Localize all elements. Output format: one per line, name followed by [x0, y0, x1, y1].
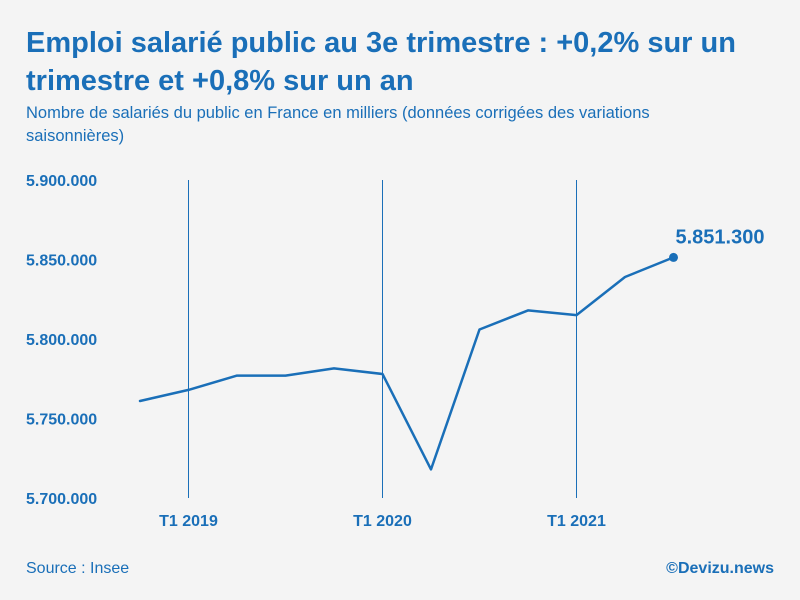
- series-line: [138, 256, 675, 471]
- y-axis-ticks: 5.900.000 5.850.000 5.800.000 5.750.000 5.70…: [26, 173, 97, 508]
- last-value-label: 5.851.300: [676, 226, 765, 248]
- y-tick-label: 5.800.000: [26, 332, 97, 349]
- y-tick-label: 5.900.000: [26, 173, 97, 190]
- x-axis-ticks: T1 2019 T1 2020 T1 2021: [159, 513, 606, 530]
- credit-note: ©Devizu.news: [666, 560, 774, 577]
- y-tick-label: 5.850.000: [26, 253, 97, 270]
- chart-title: Emploi salarié public au 3e trimestre : …: [26, 27, 736, 97]
- series-layer: 5.851.300: [138, 226, 765, 471]
- source-note: Source : Insee: [26, 560, 130, 577]
- x-tick-label: T1 2020: [353, 513, 412, 530]
- gridlines: [188, 180, 577, 498]
- last-data-point: [669, 252, 678, 262]
- y-tick-label: 5.700.000: [26, 491, 97, 508]
- chart-subtitle: Nombre de salariés du public en France e…: [26, 104, 650, 145]
- x-tick-label: T1 2021: [547, 513, 606, 530]
- y-tick-label: 5.750.000: [26, 412, 97, 429]
- x-tick-label: T1 2019: [159, 513, 218, 530]
